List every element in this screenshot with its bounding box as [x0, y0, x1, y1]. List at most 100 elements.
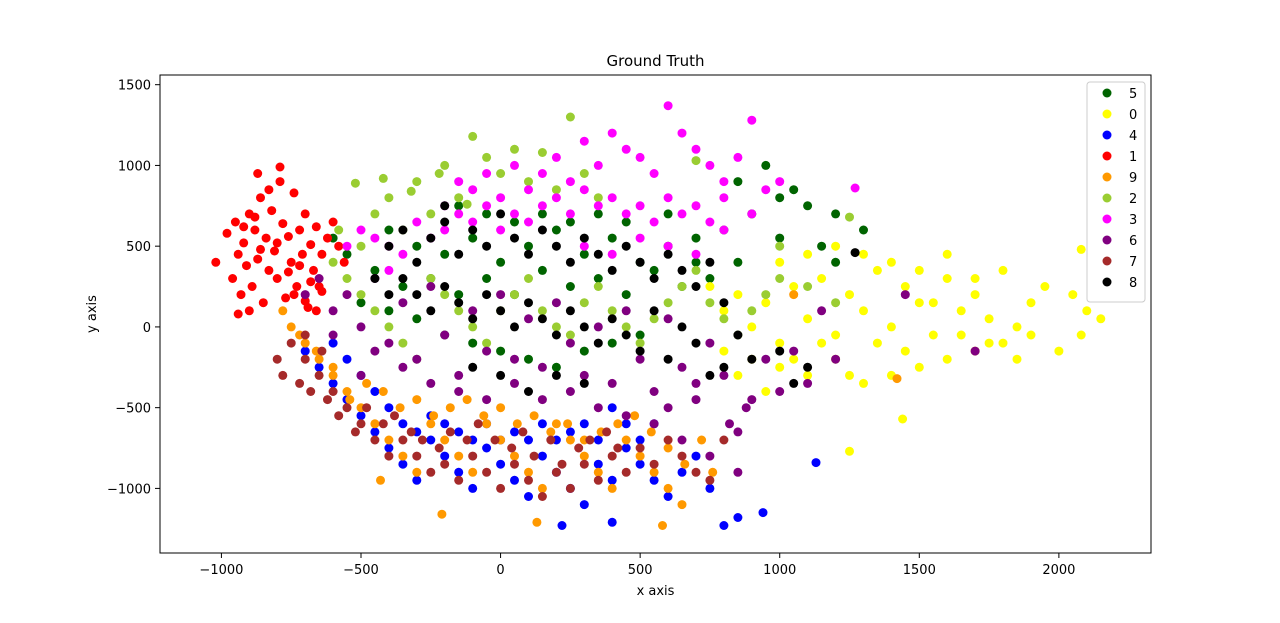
point-series-3-8 [551, 152, 561, 162]
series-3 [342, 101, 860, 275]
point-series-1-9 [247, 282, 257, 291]
legend-marker-1 [1102, 151, 1112, 161]
point-series-1-14 [261, 233, 271, 243]
point-series-8-17 [621, 241, 631, 251]
point-series-7-48 [490, 435, 500, 445]
point-series-2-11 [510, 144, 519, 154]
point-series-7-17 [524, 475, 533, 485]
point-series-7-34 [295, 378, 305, 388]
point-series-1-47 [272, 238, 282, 248]
point-series-5-28 [649, 265, 659, 275]
point-series-7-37 [334, 411, 344, 421]
point-series-0-55 [956, 330, 966, 340]
point-series-9-60 [892, 374, 902, 384]
point-series-0-54 [928, 298, 938, 308]
point-series-2-4 [412, 177, 422, 187]
point-series-7-6 [370, 435, 380, 445]
point-series-8-60 [551, 370, 561, 380]
point-series-7-57 [613, 443, 623, 453]
point-series-2-48 [761, 290, 771, 300]
point-series-3-54 [384, 265, 394, 275]
point-series-9-11 [440, 435, 450, 445]
point-series-7-58 [300, 330, 310, 340]
point-series-9-35 [378, 387, 388, 396]
point-series-7-21 [579, 459, 589, 469]
point-series-5-42 [551, 362, 561, 372]
x-tick-label: −500 [343, 563, 379, 578]
point-series-4-58 [635, 435, 645, 445]
point-series-2-25 [440, 290, 450, 300]
point-series-5-8 [607, 233, 617, 243]
point-series-1-18 [272, 274, 282, 283]
point-series-6-29 [733, 427, 743, 437]
point-series-7-22 [593, 475, 603, 485]
point-series-4-56 [607, 403, 617, 413]
point-series-2-56 [378, 173, 388, 183]
point-series-4-15 [510, 475, 519, 485]
point-series-0-57 [1012, 354, 1022, 364]
point-series-6-11 [482, 346, 492, 356]
series-0 [705, 241, 1106, 456]
point-series-4-45 [454, 427, 464, 437]
point-series-4-7 [398, 459, 408, 469]
point-series-7-18 [537, 492, 547, 501]
point-series-3-39 [593, 201, 603, 211]
x-tick-label: −1000 [199, 563, 243, 578]
point-series-3-23 [761, 185, 771, 195]
series-2 [328, 112, 854, 364]
point-series-8-53 [677, 322, 687, 332]
point-series-6-37 [900, 290, 910, 300]
point-series-0-48 [761, 387, 771, 396]
point-series-1-26 [295, 225, 305, 235]
point-series-1-0 [211, 257, 221, 267]
point-series-9-33 [345, 395, 355, 405]
point-series-7-0 [286, 338, 296, 348]
legend-label-7: 7 [1129, 255, 1137, 270]
point-series-8-4 [440, 217, 450, 227]
point-series-7-10 [426, 467, 436, 477]
legend: 5 0 4 1 9 2 3 6 7 8 [1086, 81, 1146, 303]
point-series-2-38 [621, 322, 631, 332]
point-series-9-55 [278, 306, 288, 316]
series-8 [370, 201, 860, 396]
point-series-1-40 [244, 306, 254, 316]
point-series-3-46 [691, 201, 701, 211]
point-series-4-14 [496, 459, 506, 469]
point-series-8-19 [649, 274, 659, 283]
point-series-0-9 [845, 290, 854, 300]
point-series-8-40 [496, 306, 506, 316]
legend-label-1: 1 [1129, 150, 1137, 165]
point-series-8-31 [370, 274, 380, 283]
point-series-7-31 [719, 435, 729, 445]
legend-marker-7 [1102, 256, 1112, 266]
point-series-7-59 [317, 346, 327, 356]
series-1 [211, 162, 349, 319]
point-series-5-22 [482, 274, 492, 283]
point-series-7-16 [510, 459, 519, 469]
point-series-3-13 [621, 144, 631, 154]
point-series-9-18 [537, 483, 547, 493]
point-series-1-35 [323, 233, 332, 243]
point-series-3-18 [691, 144, 701, 154]
point-series-3-15 [649, 169, 659, 178]
point-series-8-48 [607, 314, 617, 324]
point-series-8-58 [496, 370, 506, 380]
point-series-0-6 [803, 314, 813, 324]
point-series-4-41 [398, 419, 408, 429]
point-series-4-2 [328, 378, 338, 388]
point-series-3-30 [468, 217, 478, 227]
point-series-2-17 [593, 193, 603, 203]
point-series-2-37 [607, 306, 617, 316]
point-series-1-44 [250, 212, 260, 222]
point-series-4-1 [314, 362, 324, 372]
point-series-4-31 [733, 513, 743, 522]
point-series-0-2 [747, 322, 757, 332]
point-series-4-39 [370, 387, 380, 396]
point-series-9-29 [658, 521, 667, 530]
legend-label-5: 5 [1129, 87, 1137, 102]
point-series-5-4 [496, 257, 506, 267]
point-series-8-57 [440, 201, 450, 211]
point-series-1-12 [256, 193, 265, 203]
point-series-3-44 [663, 193, 673, 203]
point-series-5-5 [524, 241, 533, 251]
